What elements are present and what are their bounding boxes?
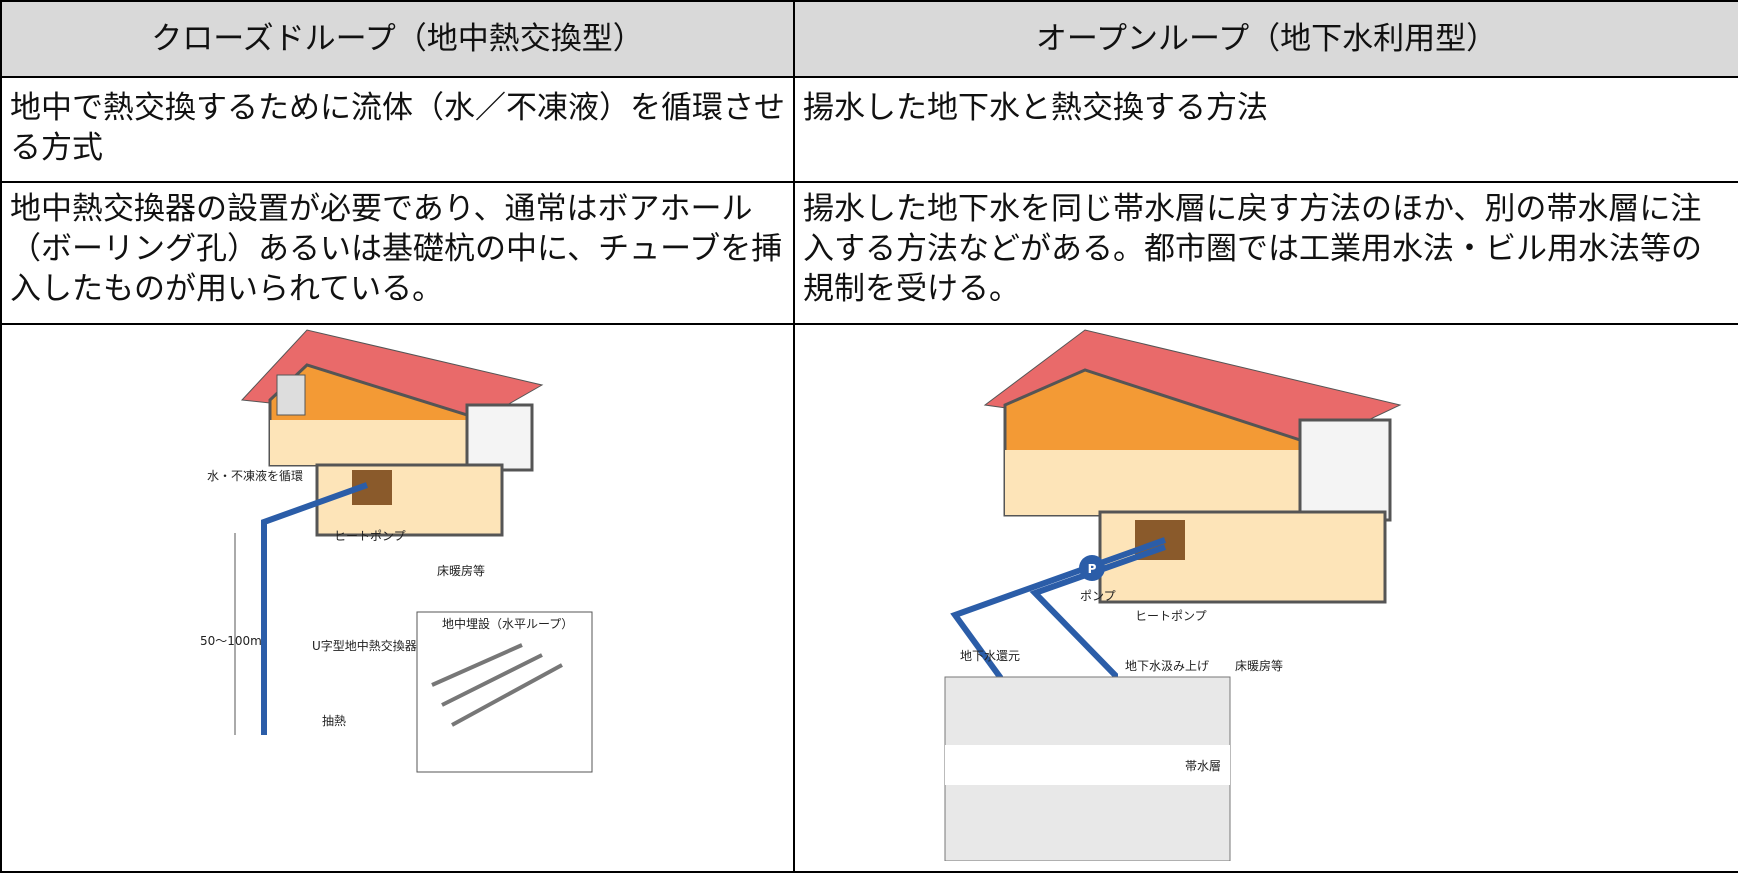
cell: 地中熱交換器の設置が必要であり、通常はボアホール（ボーリング孔）あるいは基礎杭の… [0,181,795,325]
window [276,374,306,416]
basement [315,463,504,537]
inset-box [416,611,593,773]
label: P [1088,562,1097,576]
label: ポンプ [1080,589,1116,603]
label: U字型地中熱交換器 [312,638,417,653]
label: 地下水還元 [960,649,1020,663]
row: 地中で熱交換するために流体（水／不凍液）を循環させる方式 揚水した地下水と熱交換… [0,76,1738,183]
pump-icon [1079,555,1105,581]
window [465,403,534,472]
open-loop-illustration: P ポンプ ヒートポンプ 地下水還元 地下水汲み上げ 床暖房等 帯水層 [944,329,1402,862]
label: 抽熱 [322,714,346,728]
floor [270,420,467,465]
header-cell: オープンループ（地下水利用型） [793,0,1738,78]
label: 地中埋設（水平ループ） [442,616,573,631]
row: 地中熱交換器の設置が必要であり、通常はボアホール（ボーリング孔）あるいは基礎杭の… [0,181,1738,325]
label: ヒートポンプ [334,529,406,543]
illustration-cell: 水・不凍液を循環 ヒートポンプ 床暖房等 50〜100m U字型地中熱交換器 地… [0,323,795,873]
closed-loop-illustration: 水・不凍液を循環 ヒートポンプ 床暖房等 50〜100m U字型地中熱交換器 地… [200,329,593,773]
label: 床暖房等 [1235,658,1283,673]
floor [1005,450,1300,515]
pipe [261,482,369,735]
cell: 地中で熱交換するために流体（水／不凍液）を循環させる方式 [0,76,795,183]
aquifer [945,745,1230,785]
label: 帯水層 [1185,759,1221,773]
cell: 揚水した地下水と熱交換する方法 [793,76,1738,183]
label: 50〜100m [200,634,262,648]
header-row: クローズドループ（地中熱交換型） オープンループ（地下水利用型） [0,0,1738,78]
label: 水・不凍液を循環 [207,468,303,483]
row: 水・不凍液を循環 ヒートポンプ 床暖房等 50〜100m U字型地中熱交換器 地… [0,323,1738,873]
window [1298,418,1392,522]
label: 地下水汲み上げ [1125,659,1209,673]
cell: 揚水した地下水を同じ帯水層に戻す方法のほか、別の帯水層に注入する方法などがある。… [793,181,1738,325]
illustration-cell: P ポンプ ヒートポンプ 地下水還元 地下水汲み上げ 床暖房等 帯水層 [793,323,1738,873]
label: 床暖房等 [437,563,485,578]
header-cell: クローズドループ（地中熱交換型） [0,0,795,78]
horizontal-loop [431,643,563,727]
label: ヒートポンプ [1135,609,1207,623]
